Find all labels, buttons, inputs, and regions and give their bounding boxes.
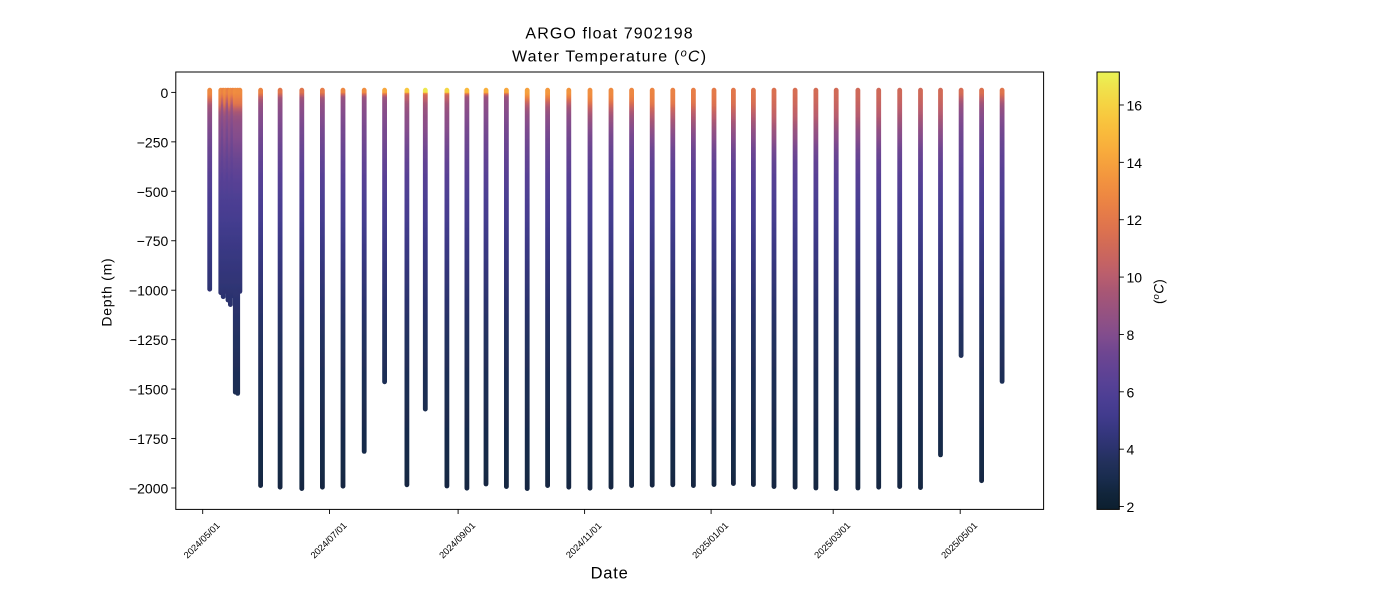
- svg-text:−1500: −1500: [129, 382, 169, 398]
- svg-text:16: 16: [1127, 98, 1143, 114]
- svg-text:2: 2: [1127, 499, 1135, 515]
- svg-text:0: 0: [161, 85, 169, 101]
- svg-text:Date: Date: [591, 565, 629, 583]
- svg-text:Water Temperature (oC): Water Temperature (oC): [512, 47, 707, 65]
- svg-text:−250: −250: [137, 134, 169, 150]
- svg-text:14: 14: [1127, 155, 1143, 171]
- svg-text:6: 6: [1127, 384, 1135, 400]
- svg-text:10: 10: [1127, 270, 1143, 286]
- svg-text:−1750: −1750: [129, 431, 169, 447]
- svg-text:4: 4: [1127, 442, 1135, 458]
- svg-text:−2000: −2000: [129, 481, 169, 497]
- svg-text:−1000: −1000: [129, 283, 169, 299]
- svg-text:−1250: −1250: [129, 332, 169, 348]
- svg-text:ARGO float 7902198: ARGO float 7902198: [525, 26, 693, 43]
- svg-text:−750: −750: [137, 233, 169, 249]
- svg-text:−500: −500: [137, 184, 169, 200]
- svg-text:12: 12: [1127, 212, 1143, 228]
- svg-text:(oC): (oC): [1151, 279, 1167, 304]
- svg-text:8: 8: [1127, 327, 1135, 343]
- svg-text:Depth (m): Depth (m): [99, 258, 115, 327]
